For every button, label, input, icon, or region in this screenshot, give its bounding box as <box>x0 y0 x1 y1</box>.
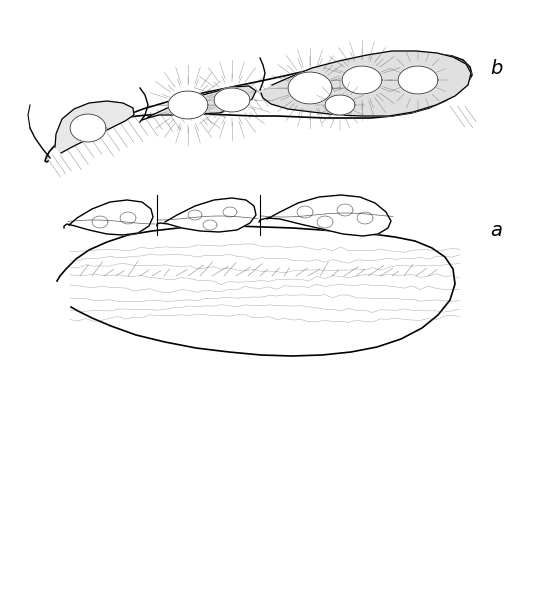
Polygon shape <box>64 200 153 235</box>
Polygon shape <box>259 195 391 236</box>
Polygon shape <box>142 86 256 120</box>
Polygon shape <box>325 95 355 115</box>
Text: b: b <box>490 58 502 77</box>
Polygon shape <box>168 91 208 119</box>
Polygon shape <box>55 101 134 153</box>
Polygon shape <box>342 66 382 94</box>
Polygon shape <box>157 198 256 232</box>
Polygon shape <box>288 72 332 104</box>
Text: a: a <box>490 220 502 239</box>
Polygon shape <box>57 226 455 356</box>
Polygon shape <box>45 53 472 162</box>
Polygon shape <box>70 114 106 142</box>
Polygon shape <box>398 66 438 94</box>
Polygon shape <box>261 51 471 116</box>
Polygon shape <box>214 88 250 112</box>
